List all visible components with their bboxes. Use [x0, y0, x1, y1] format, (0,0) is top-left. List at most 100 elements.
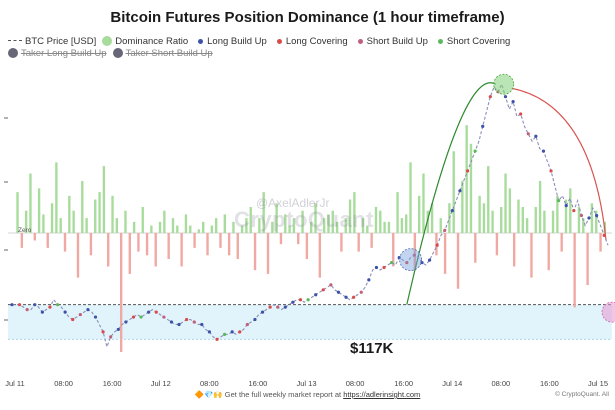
legend-item-7[interactable]: Taker Short Build Up	[112, 48, 213, 60]
long-covering-marker	[572, 208, 576, 213]
dominance-bar-positive	[353, 192, 356, 233]
dominance-bar-positive	[335, 221, 339, 233]
dominance-bar-negative	[253, 233, 257, 271]
legend-label: Taker Short Build Up	[125, 48, 213, 59]
dominance-bar-positive	[292, 218, 296, 233]
legend-item-4[interactable]: Short Build Up	[354, 36, 428, 48]
dominance-bar-negative	[128, 233, 131, 274]
legend-item-1[interactable]: Dominance Ratio	[102, 36, 188, 48]
legend-item-5[interactable]: Short Covering	[434, 36, 510, 48]
dominance-bar-positive	[68, 195, 71, 233]
long-covering-marker	[185, 317, 189, 322]
dominance-bar-negative	[46, 233, 49, 248]
dominance-bar-positive	[525, 218, 529, 233]
dominance-bar-positive	[361, 218, 365, 233]
dominance-bar-positive	[595, 210, 598, 233]
short-build-up-marker	[526, 132, 530, 136]
long-build-up-marker	[40, 310, 44, 314]
dominance-bar-positive	[500, 206, 503, 233]
long-build-up-marker	[450, 208, 454, 213]
dominance-bar-positive	[37, 188, 41, 233]
dominance-bar-negative	[456, 233, 460, 289]
dominance-bar-positive	[232, 221, 235, 233]
dominance-bar-positive	[564, 199, 568, 233]
long-covering-marker	[549, 169, 553, 173]
dominance-bar-positive	[331, 210, 334, 233]
long-covering-marker	[131, 315, 136, 319]
dominance-bar-positive	[301, 210, 304, 233]
short-covering-marker	[557, 199, 561, 203]
dominance-bar-negative	[573, 233, 576, 308]
dominance-bar-positive	[55, 162, 58, 233]
dominance-bar-negative	[547, 233, 550, 271]
dominance-bar-positive	[379, 210, 382, 233]
dominance-bar-negative	[305, 233, 309, 260]
long-build-up-marker	[427, 258, 432, 262]
dominance-bar-negative	[279, 233, 283, 245]
dominance-bar-positive	[538, 180, 542, 233]
chart-title: Bitcoin Futures Position Dominance (1 ho…	[110, 9, 505, 26]
long-build-up-marker	[367, 278, 371, 282]
long-build-up-marker	[93, 315, 98, 319]
long-covering-marker	[321, 288, 325, 292]
dominance-bar-negative	[206, 233, 209, 256]
dominance-bar-negative	[297, 233, 300, 245]
dominance-bar-positive	[348, 199, 352, 233]
legend-symbol-dot-icon	[437, 38, 443, 44]
dominance-bar-positive	[508, 188, 512, 233]
dominance-bar-negative	[495, 233, 499, 256]
dominance-bar-positive	[517, 199, 520, 233]
footer-link[interactable]: https://adlerinsight.com	[343, 390, 421, 399]
legend-label: Taker Long Build Up	[21, 48, 107, 59]
long-build-up-marker	[260, 310, 265, 314]
x-tick-label: Jul 14	[442, 379, 462, 388]
long-build-up-marker	[200, 322, 204, 327]
long-covering-marker	[298, 298, 303, 302]
legend-item-6[interactable]: Taker Long Build Up	[8, 48, 107, 60]
dominance-bar-positive	[59, 218, 62, 233]
dominance-bar-positive	[590, 203, 594, 233]
long-covering-marker	[382, 265, 386, 270]
dominance-bar-positive	[16, 192, 19, 233]
dominance-bar-positive	[262, 192, 265, 233]
legend-item-3[interactable]: Long Covering	[273, 36, 348, 48]
dominance-bar-negative	[89, 233, 93, 256]
x-tick-label: 16:00	[103, 379, 122, 388]
dominance-bar-negative	[76, 233, 80, 278]
long-covering-marker	[268, 305, 272, 309]
legend-item-2[interactable]: Long Build Up	[194, 36, 267, 48]
dominance-bar-negative	[599, 233, 602, 252]
legend-label: Short Covering	[446, 36, 511, 47]
legend-symbol-dash-icon	[8, 39, 22, 41]
dominance-bar-positive	[543, 210, 546, 233]
legend-label: Short Build Up	[366, 36, 428, 47]
short-covering-marker	[390, 260, 394, 265]
dominance-bar-negative	[340, 233, 343, 252]
long-build-up-marker	[336, 290, 341, 294]
long-build-up-marker	[595, 213, 599, 218]
watermark-author: @AxelAdlerJr	[256, 196, 330, 210]
dominance-bar-positive	[327, 214, 330, 233]
highlight-circle-green	[493, 73, 515, 95]
dominance-bar-positive	[94, 199, 97, 233]
dominance-bar-positive	[171, 218, 175, 233]
dominance-bar-positive	[387, 221, 391, 233]
dominance-bar-negative	[236, 233, 239, 260]
dominance-bar-positive	[202, 221, 205, 233]
legend-item-0[interactable]: BTC Price [USD]	[8, 36, 96, 48]
dominance-bar-positive	[482, 203, 486, 233]
dominance-bar-negative	[33, 233, 36, 241]
dominance-bar-positive	[102, 166, 106, 233]
dominance-bar-positive	[439, 218, 442, 233]
long-build-up-marker	[314, 293, 318, 297]
dominance-bar-positive	[24, 210, 28, 233]
dominance-bar-positive	[141, 206, 144, 233]
dominance-bar-positive	[245, 218, 248, 233]
dominance-bar-positive	[426, 210, 429, 233]
long-build-up-marker	[283, 305, 287, 309]
long-covering-marker	[238, 330, 242, 334]
dominance-bar-positive	[210, 225, 214, 233]
dominance-bar-positive	[487, 166, 490, 233]
dominance-bar-negative	[560, 233, 563, 252]
red-trend-arc	[511, 87, 607, 241]
